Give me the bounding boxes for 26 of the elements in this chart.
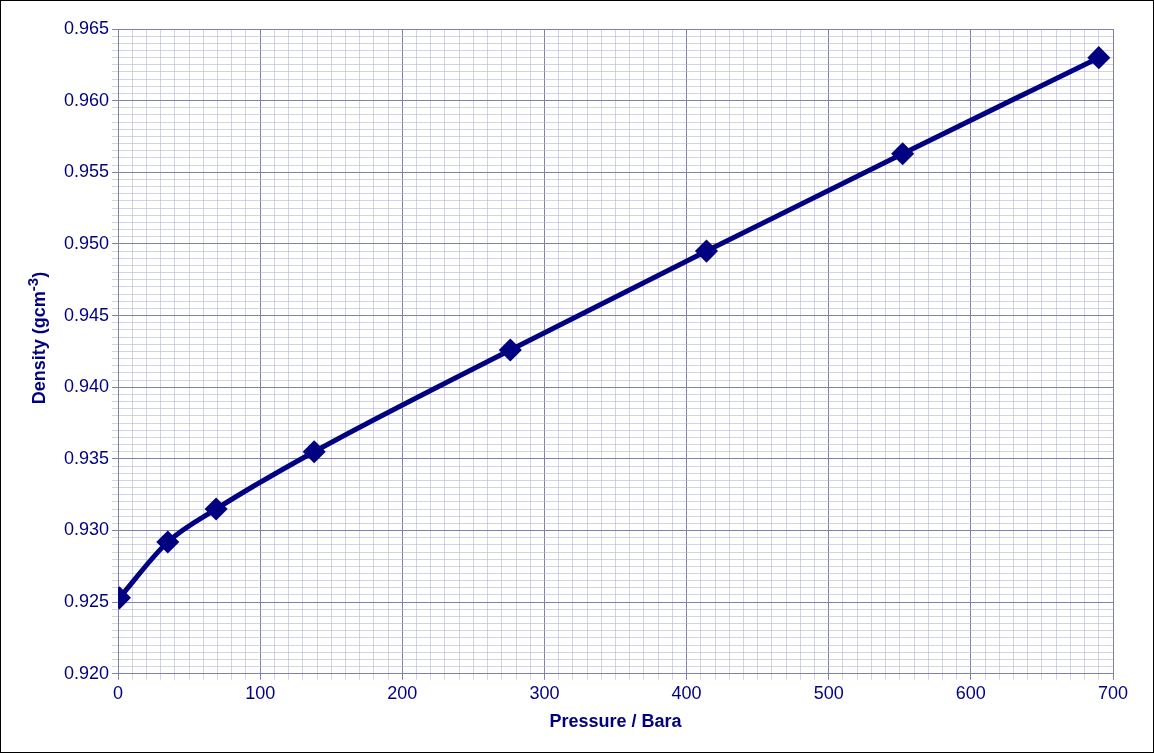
x-tick-label: 0 [113,682,124,703]
y-tick-label: 0.935 [64,447,110,468]
x-axis-title: Pressure / Bara [549,711,683,732]
x-tick-label: 400 [671,682,702,703]
point [157,531,179,553]
x-tick-label: 200 [387,682,418,703]
x-tick-label: 100 [245,682,276,703]
point [892,143,914,165]
x-tick-label: 500 [813,682,844,703]
point [205,498,227,520]
point [695,240,717,262]
point [499,339,521,361]
y-tick-label: 0.940 [64,376,110,397]
x-tick-label: 300 [529,682,560,703]
y-tick-label: 0.945 [64,304,110,325]
point [1088,47,1110,69]
x-tick-label: 700 [1097,682,1129,703]
y-tick-label: 0.920 [64,662,110,683]
y-tick-label: 0.960 [64,89,110,110]
y-tick-label: 0.965 [64,17,110,38]
point [303,441,325,463]
y-tick-label: 0.930 [64,519,110,540]
y-tick-label: 0.950 [64,232,110,253]
y-tick-label: 0.955 [64,161,110,182]
y-tick-label: 0.925 [64,591,110,612]
x-tick-label: 600 [955,682,986,703]
